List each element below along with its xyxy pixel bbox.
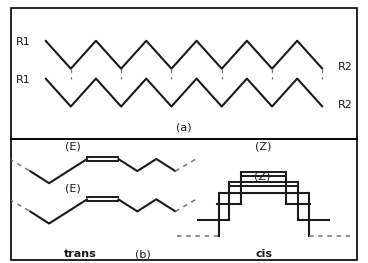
Text: trans: trans xyxy=(64,249,96,259)
Text: R2: R2 xyxy=(337,100,352,110)
Text: (E): (E) xyxy=(66,183,81,193)
Text: (Z): (Z) xyxy=(255,141,272,151)
Text: (a): (a) xyxy=(176,123,192,133)
Text: cis: cis xyxy=(255,249,272,259)
Text: R1: R1 xyxy=(16,75,31,85)
Text: (b): (b) xyxy=(135,249,151,259)
Text: (Z): (Z) xyxy=(254,172,270,182)
Text: R1: R1 xyxy=(16,37,31,47)
Text: R2: R2 xyxy=(337,62,352,72)
Text: (E): (E) xyxy=(66,141,81,151)
